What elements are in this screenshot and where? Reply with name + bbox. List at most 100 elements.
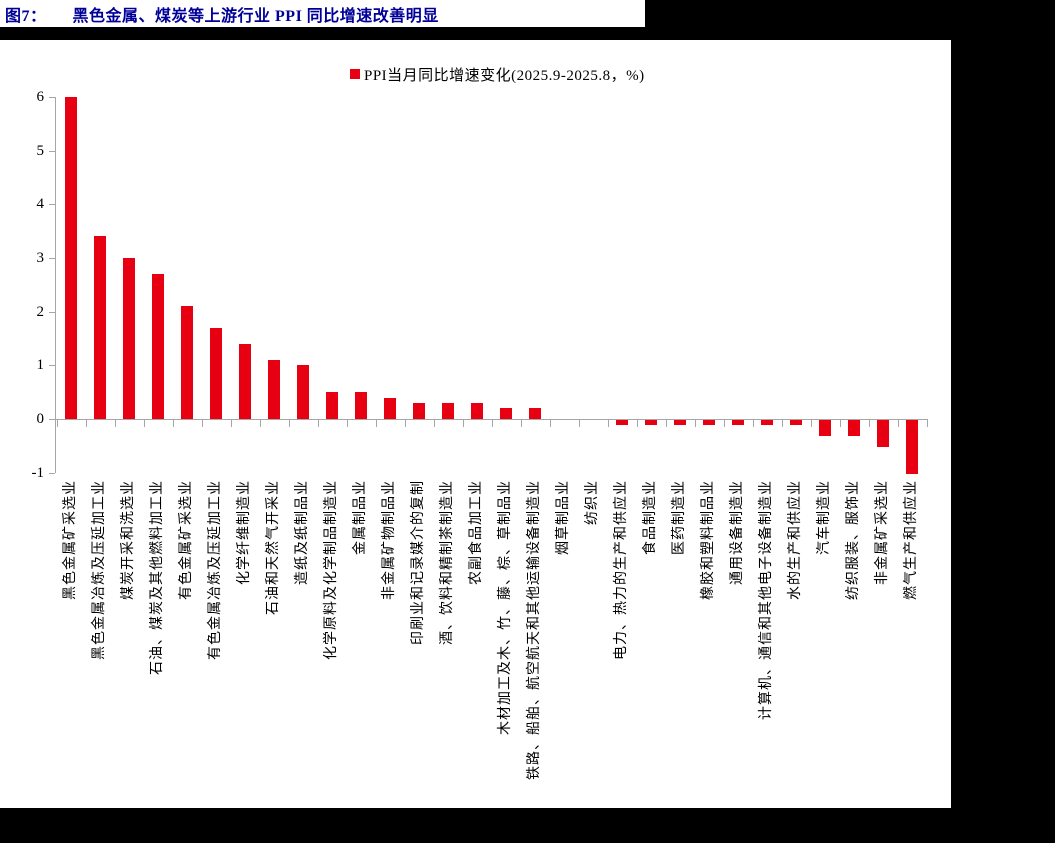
bar xyxy=(354,392,367,419)
x-category-label: 铁路、船舶、航空航天和其他运输设备制造业 xyxy=(527,480,542,780)
x-axis-tick xyxy=(636,419,638,427)
x-category-label: 石油和天然气开采业 xyxy=(266,480,281,615)
x-category-label: 医药制造业 xyxy=(672,480,687,555)
bar xyxy=(818,420,831,437)
x-axis-tick xyxy=(114,419,116,427)
y-tick-label: 0 xyxy=(36,411,45,427)
x-category-label: 黑色金属矿采选业 xyxy=(63,480,78,600)
x-category-label: 有色金属冶炼及压延加工业 xyxy=(208,480,223,660)
legend-label: PPI当月同比增速变化(2025.9-2025.8，%) xyxy=(364,67,645,84)
y-axis-tick xyxy=(49,96,55,98)
bar xyxy=(847,420,860,437)
bar xyxy=(93,236,106,419)
x-axis-tick xyxy=(462,419,464,427)
bar xyxy=(615,420,628,426)
x-axis-tick xyxy=(723,419,725,427)
y-axis-tick xyxy=(49,472,55,474)
y-axis-tick xyxy=(49,365,55,367)
x-axis-tick xyxy=(288,419,290,427)
bar xyxy=(876,420,889,447)
bar xyxy=(673,420,686,426)
x-axis-tick xyxy=(578,419,580,427)
x-category-label: 石油、煤炭及其他燃料加工业 xyxy=(150,480,165,675)
y-axis-tick xyxy=(49,257,55,259)
y-tick-label: 4 xyxy=(36,196,45,213)
y-axis-tick xyxy=(49,204,55,206)
bar xyxy=(499,408,512,419)
x-axis-tick xyxy=(172,419,174,427)
x-category-label: 燃气生产和供应业 xyxy=(904,480,919,600)
x-category-label: 食品制造业 xyxy=(643,480,658,555)
y-axis-tick xyxy=(49,311,55,313)
bar-chart: PPI当月同比增速变化(2025.9-2025.8，%) 6 5 4 3 2 1 0 -1 黑色… xyxy=(0,40,951,808)
x-axis-tick xyxy=(317,419,319,427)
x-category-label: 黑色金属冶炼及压延加工业 xyxy=(92,480,107,660)
y-tick-label: 3 xyxy=(36,249,45,266)
x-axis-tick xyxy=(259,419,261,427)
x-axis-tick xyxy=(839,419,841,427)
bar xyxy=(209,327,222,419)
x-category-label: 汽车制造业 xyxy=(817,480,832,555)
x-axis-tick xyxy=(375,419,377,427)
bar xyxy=(528,408,541,419)
x-category-label: 煤炭开采和洗选业 xyxy=(121,480,136,600)
x-axis-tick xyxy=(404,419,406,427)
bar xyxy=(296,365,309,419)
x-axis-tick xyxy=(607,419,609,427)
x-category-label: 电力、热力的生产和供应业 xyxy=(614,480,629,660)
x-category-label: 化学纤维制造业 xyxy=(237,480,252,585)
x-category-label: 造纸及纸制品业 xyxy=(295,480,310,585)
x-category-label: 印刷业和记录媒介的复制 xyxy=(411,480,426,645)
bar xyxy=(64,96,77,419)
x-category-label: 水的生产和供应业 xyxy=(788,480,803,600)
y-tick-label: 5 xyxy=(36,142,45,159)
x-axis-tick xyxy=(752,419,754,427)
x-axis xyxy=(55,419,927,420)
x-axis-tick xyxy=(549,419,551,427)
bar xyxy=(760,420,773,426)
bar xyxy=(383,397,396,419)
x-axis-tick xyxy=(230,419,232,427)
x-category-label: 化学原料及化学制品制造业 xyxy=(324,480,339,660)
figure-title-bar: 图7： 黑色金属、煤炭等上游行业 PPI 同比增速改善明显 xyxy=(0,0,645,27)
x-category-label: 纺织业 xyxy=(585,480,600,525)
x-category-label: 有色金属矿采选业 xyxy=(179,480,194,600)
bar xyxy=(702,420,715,426)
x-axis-tick xyxy=(781,419,783,427)
y-axis-tick xyxy=(49,419,55,420)
bar xyxy=(789,420,802,426)
y-tick-label: 1 xyxy=(36,357,45,374)
bar xyxy=(267,359,280,419)
bar xyxy=(122,257,135,419)
bar xyxy=(412,402,425,419)
x-category-label: 农副食品加工业 xyxy=(469,480,484,585)
y-tick-label: 2 xyxy=(36,303,45,320)
x-category-label: 非金属矿物制品业 xyxy=(382,480,397,600)
bar xyxy=(151,274,164,419)
bar xyxy=(238,343,251,419)
bar xyxy=(441,402,454,419)
x-category-label: 纺织服装、服饰业 xyxy=(846,480,861,600)
x-category-label: 木材加工及木、竹、藤、棕、草制品业 xyxy=(498,480,513,735)
x-axis-tick xyxy=(810,419,812,427)
x-category-label: 金属制品业 xyxy=(353,480,368,555)
x-category-label: 非金属矿采选业 xyxy=(875,480,890,585)
bar xyxy=(325,392,338,419)
x-axis-tick xyxy=(85,419,87,427)
y-axis xyxy=(55,96,56,473)
x-category-label: 酒、饮料和精制茶制造业 xyxy=(440,480,455,645)
x-axis-tick xyxy=(897,419,899,427)
bar xyxy=(644,420,657,426)
x-category-label: 通用设备制造业 xyxy=(730,480,745,585)
x-axis-tick xyxy=(433,419,435,427)
x-axis-tick xyxy=(346,419,348,427)
x-axis-tick xyxy=(491,419,493,427)
figure-title-text: 黑色金属、煤炭等上游行业 PPI 同比增速改善明显 xyxy=(72,7,439,25)
figure-title: 图7： 黑色金属、煤炭等上游行业 PPI 同比增速改善明显 xyxy=(0,2,439,26)
bar xyxy=(905,420,918,474)
y-tick-label: -1 xyxy=(31,464,45,481)
bar xyxy=(470,402,483,419)
x-axis-tick xyxy=(56,419,58,427)
x-axis-tick xyxy=(520,419,522,427)
